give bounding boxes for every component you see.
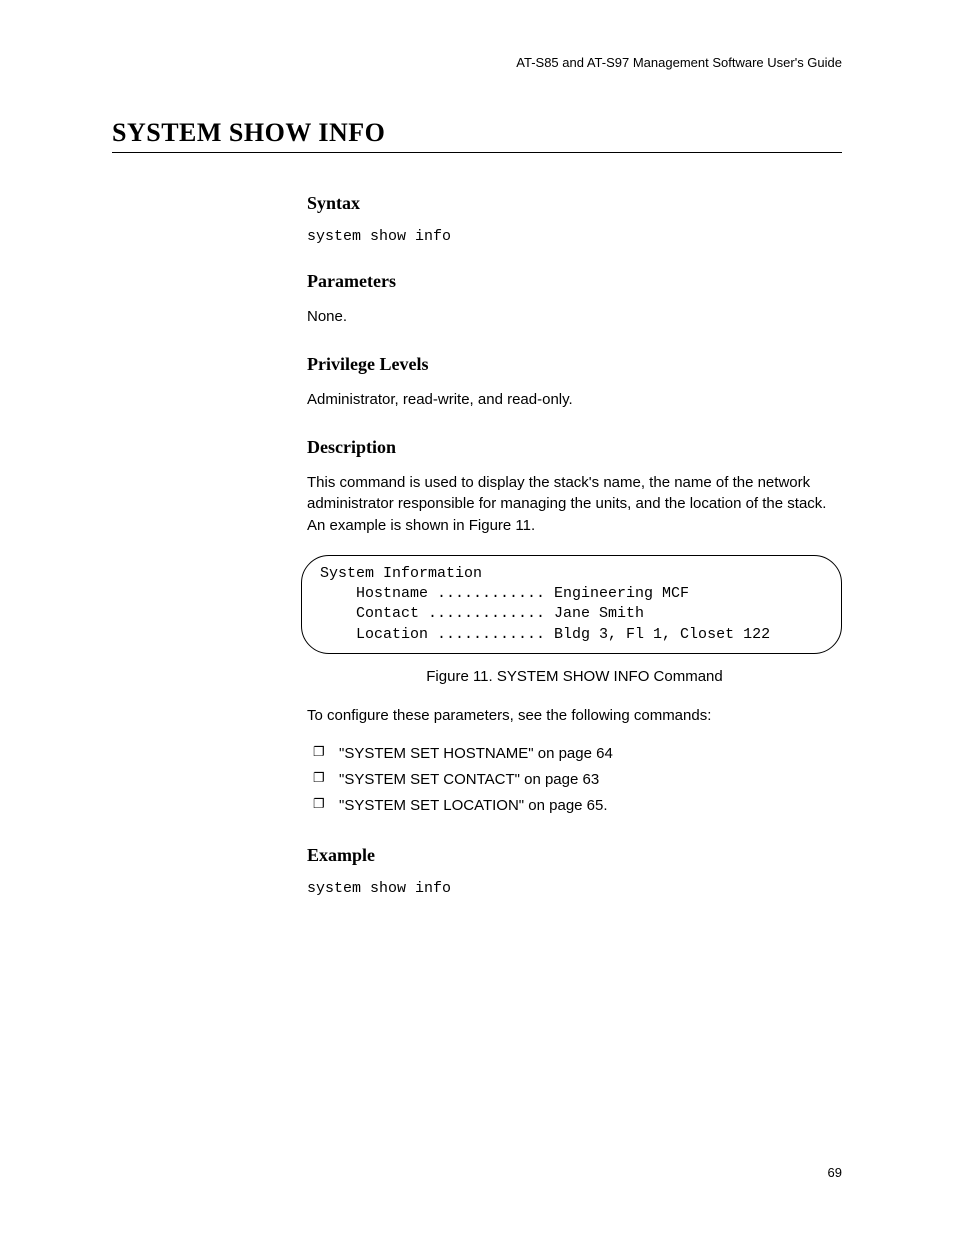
- page: AT-S85 and AT-S97 Management Software Us…: [0, 0, 954, 1235]
- running-header: AT-S85 and AT-S97 Management Software Us…: [112, 55, 842, 70]
- example-heading: Example: [307, 845, 842, 866]
- cross-ref-list: "SYSTEM SET HOSTNAME" on page 64 "SYSTEM…: [307, 741, 842, 820]
- syntax-heading: Syntax: [307, 193, 842, 214]
- terminal-output: System Information Hostname ............…: [301, 555, 842, 654]
- description-followup: To configure these parameters, see the f…: [307, 705, 842, 727]
- example-body: system show info: [307, 880, 842, 897]
- list-item: "SYSTEM SET LOCATION" on page 65.: [313, 793, 842, 819]
- content-area: Syntax system show info Parameters None.…: [307, 193, 842, 897]
- figure-caption: Figure 11. SYSTEM SHOW INFO Command: [307, 668, 842, 685]
- syntax-body: system show info: [307, 228, 842, 245]
- list-item: "SYSTEM SET HOSTNAME" on page 64: [313, 741, 842, 767]
- running-title: AT-S85 and AT-S97 Management Software Us…: [516, 55, 842, 70]
- description-body: This command is used to display the stac…: [307, 472, 842, 537]
- privilege-heading: Privilege Levels: [307, 354, 842, 375]
- page-number: 69: [828, 1165, 842, 1180]
- list-item: "SYSTEM SET CONTACT" on page 63: [313, 767, 842, 793]
- privilege-body: Administrator, read-write, and read-only…: [307, 389, 842, 411]
- parameters-heading: Parameters: [307, 271, 842, 292]
- parameters-body: None.: [307, 306, 842, 328]
- description-heading: Description: [307, 437, 842, 458]
- page-title: SYSTEM SHOW INFO: [112, 118, 842, 153]
